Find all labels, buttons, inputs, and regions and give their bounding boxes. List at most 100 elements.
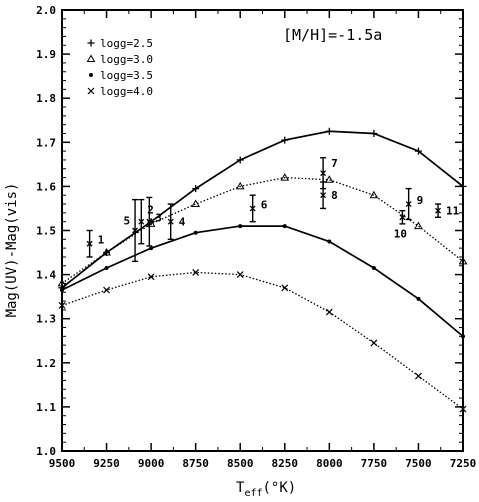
observation-point [146,218,153,225]
y-axis-title: Mag(UV)-Mag(vis) [4,183,20,318]
dot-marker [282,224,287,229]
observation-point [399,214,406,221]
x-tick-label: 8250 [272,457,299,470]
dot-marker [327,239,332,244]
series-3 [60,224,465,339]
plus-marker [192,185,200,193]
observation-point [132,227,139,234]
series-curves [57,127,468,413]
dot-marker [60,288,64,293]
legend-entry: logg=2.5 [87,37,153,50]
cross-marker [459,405,467,413]
series-line [61,176,464,284]
triangle-marker [458,256,468,265]
x-axis-title-sub: eff [244,488,262,499]
y-tick-label: 1.6 [36,180,56,193]
plus-marker [414,147,422,155]
legend: logg=2.5 logg=3.0 logg=3.5 logg=4.0 [86,37,153,98]
x-axis-title-main: T [236,480,245,496]
observation-point [167,218,174,225]
cross-marker [147,273,155,281]
metallicity-annotation: [M/H]=-1.5a [283,26,382,44]
observation-label: 11 [446,205,460,218]
series-4 [58,268,467,413]
triangle-marker [324,175,334,183]
plot-axes: 9500 9250 9000 8750 8500 8250 8000 7750 7500 7250… [36,4,476,470]
triangle-marker [57,278,67,287]
triangle-marker [102,248,111,256]
x-tick-label: 8500 [227,457,254,470]
observation-label: 5 [123,215,130,228]
x-axis-title-unit: (°K) [263,480,297,496]
dot-marker [238,224,243,229]
y-tick-label: 1.8 [36,92,56,105]
plus-marker [87,39,95,47]
observation-label: 6 [261,198,268,211]
observation-point [249,205,256,212]
series-line [61,130,464,289]
plus-marker [459,182,467,190]
observation-5: 5 [123,198,139,263]
observation-point [320,170,327,177]
observation-point [320,192,327,199]
x-tick-label: 9000 [138,457,165,470]
legend-label: logg=3.5 [100,69,153,82]
series-line [61,225,464,337]
legend-label: logg=2.5 [100,37,153,50]
dot-marker [416,296,421,301]
legend-entry: logg=3.0 [86,53,153,66]
observation-point [138,218,145,225]
y-tick-label: 1.5 [36,225,56,238]
dot-marker [371,265,376,270]
observation-point [435,207,442,214]
x-tick-label: 7500 [405,457,432,470]
y-tick-label: 1.9 [36,48,56,61]
observation-point [405,201,412,207]
cross-marker [87,87,95,95]
legend-entry: logg=3.5 [89,69,153,82]
plus-marker [281,136,289,144]
y-tick-label: 1.1 [36,401,56,414]
cross-marker [325,308,333,316]
legend-entry: logg=4.0 [87,85,153,98]
observations: 1 5 23 4 6 7 8 10 9 11 [86,157,460,263]
plus-marker [325,127,333,135]
observation-label: 9 [417,194,424,207]
observation-label: 3 [155,212,162,225]
plus-marker [236,156,244,164]
triangle-marker [369,190,379,199]
x-tick-label: 9250 [93,457,120,470]
observation-label: 4 [179,216,186,229]
observation-11: 11 [435,203,460,218]
y-tick-label: 1.7 [36,136,56,149]
observation-label: 10 [394,227,407,240]
observation-label: 1 [98,234,105,247]
observation-label: 7 [331,157,338,170]
x-tick-label: 7750 [361,457,388,470]
cross-marker [236,271,244,279]
observation-8: 8 [320,181,338,210]
cross-marker [370,339,378,347]
dot-marker [461,334,465,339]
series-line [61,271,464,410]
series-2 [57,173,468,287]
dot-marker [89,73,93,77]
y-tick-label: 1.3 [36,313,56,326]
x-tick-label: 8000 [316,457,343,470]
y-tick-label: 1.2 [36,357,56,370]
observation-label: 8 [331,189,338,202]
y-tick-label: 1.0 [36,445,56,458]
legend-label: logg=4.0 [100,85,153,98]
observation-10: 10 [394,209,407,240]
y-tick-label: 1.4 [36,269,56,282]
y-tick-label: 2.0 [36,4,56,17]
observation-6: 6 [249,194,268,223]
triangle-marker [414,221,423,230]
x-tick-label: 8750 [182,457,209,470]
cross-marker [281,284,289,292]
observation-3: 3 [146,196,162,247]
dot-marker [193,230,198,235]
x-tick-label: 9500 [49,457,76,470]
plus-marker [370,129,378,137]
